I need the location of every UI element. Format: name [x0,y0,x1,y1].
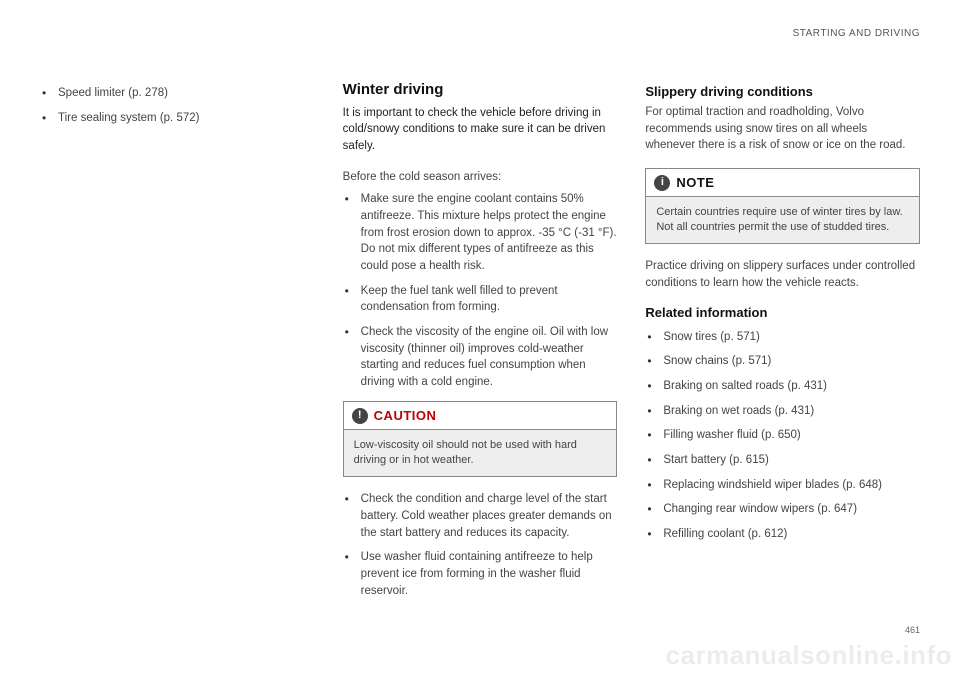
info-icon: i [654,175,670,191]
list-item: Filling washer fluid (p. 650) [645,427,920,444]
winter-driving-title: Winter driving [343,79,618,101]
column-2: Winter driving It is important to check … [343,79,618,609]
caution-header: ! CAUTION [344,402,617,430]
list-item: Check the condition and charge level of … [343,491,618,541]
page-number: 461 [905,625,920,635]
list-item: Snow chains (p. 571) [645,353,920,370]
content-columns: Speed limiter (p. 278) Tire sealing syst… [40,79,920,609]
caution-label: CAUTION [374,407,437,426]
note-header: i NOTE [646,169,919,197]
list-item: Use washer fluid containing antifreeze t… [343,549,618,599]
related-info-title: Related information [645,304,920,323]
note-body: Certain countries require use of winter … [646,197,919,244]
slippery-para1: For optimal traction and roadholding, Vo… [645,104,920,154]
list-item: Replacing windshield wiper blades (p. 64… [645,477,920,494]
column-3: Slippery driving conditions For optimal … [645,79,920,609]
section-header: STARTING AND DRIVING [40,28,920,39]
col2-bullets-b: Check the condition and charge level of … [343,491,618,599]
winter-driving-intro: It is important to check the vehicle bef… [343,105,618,155]
column-1: Speed limiter (p. 278) Tire sealing syst… [40,79,315,609]
col2-bullets-a: Make sure the engine coolant contains 50… [343,191,618,390]
related-list: Snow tires (p. 571) Snow chains (p. 571)… [645,329,920,543]
watermark: carmanualsonline.info [666,640,952,671]
col1-bullet-list: Speed limiter (p. 278) Tire sealing syst… [40,85,315,126]
note-box: i NOTE Certain countries require use of … [645,168,920,245]
list-item: Changing rear window wipers (p. 647) [645,501,920,518]
slippery-subtitle: Slippery driving conditions [645,83,920,102]
list-item: Start battery (p. 615) [645,452,920,469]
caution-icon: ! [352,408,368,424]
slippery-para2: Practice driving on slippery surfaces un… [645,258,920,291]
list-item: Keep the fuel tank well filled to preven… [343,283,618,316]
lead-text: Before the cold season arrives: [343,169,618,186]
list-item: Braking on wet roads (p. 431) [645,403,920,420]
list-item: Speed limiter (p. 278) [40,85,315,102]
caution-box: ! CAUTION Low-viscosity oil should not b… [343,401,618,478]
list-item: Refilling coolant (p. 612) [645,526,920,543]
list-item: Tire sealing system (p. 572) [40,110,315,127]
caution-body: Low-viscosity oil should not be used wit… [344,430,617,477]
list-item: Braking on salted roads (p. 431) [645,378,920,395]
list-item: Make sure the engine coolant contains 50… [343,191,618,274]
list-item: Snow tires (p. 571) [645,329,920,346]
note-label: NOTE [676,174,714,193]
list-item: Check the viscosity of the engine oil. O… [343,324,618,391]
